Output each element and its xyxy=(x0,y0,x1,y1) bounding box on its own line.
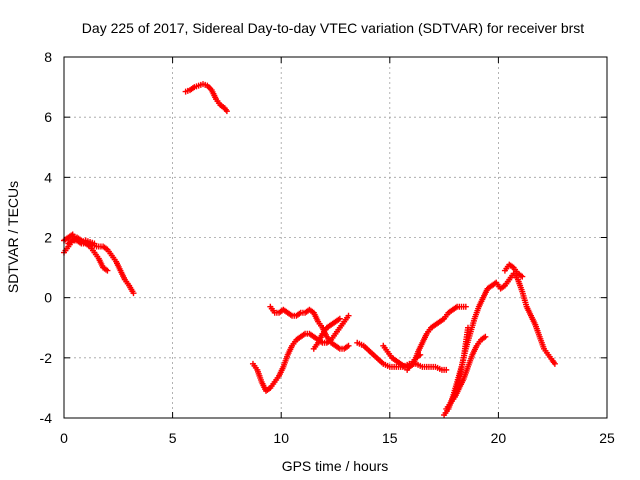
data-point xyxy=(223,108,230,115)
data-point xyxy=(417,351,424,358)
data-point xyxy=(345,312,352,319)
grid xyxy=(64,57,607,418)
series-arc4 xyxy=(182,81,230,115)
series-arc11 xyxy=(441,270,558,418)
x-tick-labels: 0 5 10 15 20 25 xyxy=(60,430,615,446)
series-arc10 xyxy=(404,351,424,373)
series-arc14 xyxy=(501,261,526,280)
series-arc7 xyxy=(310,315,343,352)
x-tick-label: 15 xyxy=(382,430,398,446)
chart-title: Day 225 of 2017, Sidereal Day-to-day VTE… xyxy=(82,20,584,36)
data-point xyxy=(462,303,469,310)
x-tick-label: 25 xyxy=(599,430,615,446)
y-tick-label: 6 xyxy=(44,109,52,125)
data-point xyxy=(443,366,450,373)
data-point xyxy=(464,324,471,331)
plot-frame xyxy=(63,56,608,419)
series-arc6 xyxy=(267,303,352,352)
x-axis-label: GPS time / hours xyxy=(282,458,389,474)
data-point xyxy=(104,267,111,274)
x-tick-label: 0 xyxy=(60,430,68,446)
y-tick-labels: -4 -2 0 2 4 6 8 xyxy=(40,49,53,426)
data-point xyxy=(336,315,343,322)
data-point xyxy=(551,360,558,367)
series-arc8 xyxy=(354,339,450,373)
y-tick-label: 8 xyxy=(44,49,52,65)
x-tick-label: 5 xyxy=(169,430,177,446)
x-tick-label: 20 xyxy=(491,430,507,446)
data-point xyxy=(130,290,137,297)
series-arc3 xyxy=(65,237,98,247)
y-tick-label: 2 xyxy=(44,230,52,246)
data-point xyxy=(91,240,98,247)
data-point xyxy=(519,273,526,280)
series-arc5 xyxy=(249,312,352,394)
y-tick-label: 0 xyxy=(44,290,52,306)
y-tick-label: -4 xyxy=(40,410,53,426)
data-point xyxy=(345,342,352,349)
data-marks xyxy=(61,81,558,418)
series-arc9 xyxy=(380,303,469,370)
y-tick-label: -2 xyxy=(40,350,53,366)
y-tick-label: 4 xyxy=(44,169,52,185)
x-tick-label: 10 xyxy=(273,430,289,446)
data-point xyxy=(482,333,489,340)
y-axis-label: SDTVAR / TECUs xyxy=(5,181,21,293)
series-arc13 xyxy=(447,324,471,406)
